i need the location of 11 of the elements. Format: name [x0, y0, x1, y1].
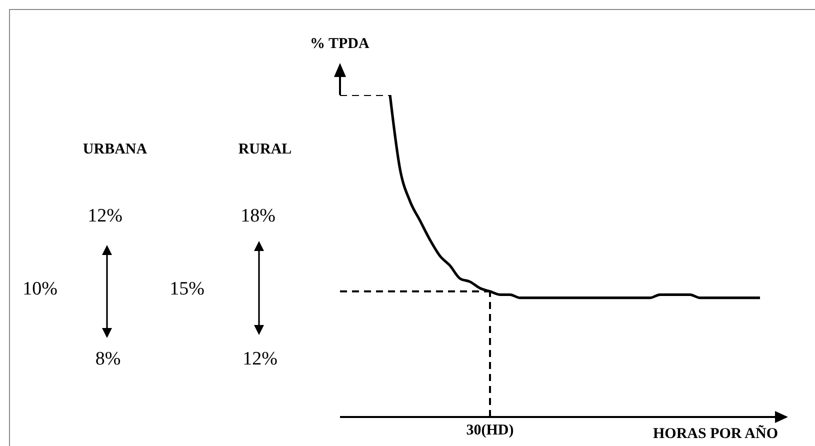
text: 8% — [95, 348, 121, 370]
text: 12% — [242, 348, 278, 370]
y-axis-title: % TPDA — [310, 36, 370, 52]
text: 30(HD) — [466, 422, 514, 438]
text: 18% — [240, 205, 276, 226]
text: 10% — [22, 278, 58, 300]
text: URBANA — [82, 141, 148, 158]
text: RURAL — [238, 141, 292, 158]
text: 15% — [170, 278, 205, 300]
text: 12% — [88, 205, 123, 226]
x-axis-title: HORAS POR AÑO — [652, 425, 778, 442]
